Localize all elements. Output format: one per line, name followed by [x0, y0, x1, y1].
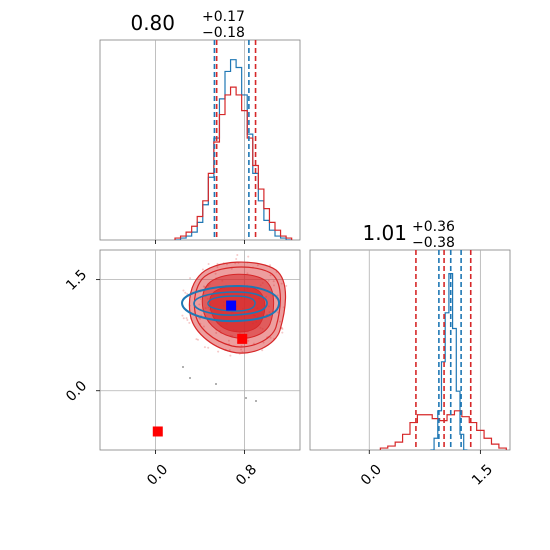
- scatter-point: [188, 321, 191, 324]
- scatter-point: [267, 279, 270, 282]
- title-value: 0.80: [130, 11, 175, 35]
- scatter-point: [227, 339, 230, 342]
- scatter-point: [230, 267, 233, 270]
- scatter-point: [207, 346, 210, 349]
- blue-contour-inner: [207, 295, 256, 312]
- scatter-point: [189, 277, 192, 280]
- x-tick-label: 0.0: [144, 462, 171, 489]
- red-contour-mid-line: [193, 266, 281, 348]
- y-tick-label: 0.0: [63, 378, 90, 405]
- scatter-point: [276, 311, 279, 314]
- scatter-point: [215, 383, 217, 385]
- scatter-point: [240, 348, 243, 351]
- panel-title: 1.01: [362, 221, 407, 245]
- scatter-point: [197, 338, 200, 341]
- scatter-point: [278, 320, 281, 323]
- scatter-point: [186, 318, 189, 321]
- scatter-point: [247, 255, 250, 258]
- scatter-point: [203, 346, 206, 349]
- title-plus: +0.36: [412, 219, 455, 235]
- scatter-point: [199, 317, 202, 320]
- scatter-point: [189, 377, 191, 379]
- truth-marker: [226, 300, 237, 311]
- scatter-point: [262, 341, 265, 344]
- truth-marker: [152, 426, 163, 437]
- scatter-point: [269, 336, 272, 339]
- scatter-point: [285, 284, 288, 287]
- x-tick-label: 0.0: [358, 462, 385, 489]
- histogram-series-0: [175, 59, 292, 240]
- scatter-point: [261, 349, 264, 352]
- histogram-series-1: [379, 410, 507, 450]
- panel-bottom-right-histogram: 0.0 1.5 1.01 +0.36 −0.38: [309, 219, 511, 489]
- scatter-point: [182, 289, 185, 292]
- scatter-point: [272, 284, 275, 287]
- scatter-point: [234, 262, 237, 265]
- blue-contour-mid: [193, 291, 268, 316]
- scatter-point: [255, 400, 257, 402]
- scatter-point: [202, 325, 205, 328]
- truth-marker: [237, 333, 248, 344]
- y-tick-label: 1.5: [63, 267, 90, 294]
- scatter-point: [276, 294, 279, 297]
- axes-frame: [309, 249, 511, 451]
- panel-top-left-histogram: 0.80 +0.17 −0.18: [99, 9, 301, 244]
- title-value: 1.01: [362, 221, 407, 245]
- scatter-point: [225, 263, 228, 266]
- axes-frame: [99, 39, 301, 241]
- scatter-point: [216, 266, 219, 269]
- scatter-point: [247, 339, 250, 342]
- title-plus: +0.17: [202, 9, 245, 25]
- scatter-point: [256, 264, 259, 267]
- histogram-series-0: [430, 273, 468, 450]
- scatter-point: [245, 397, 247, 399]
- scatter-point: [182, 317, 185, 320]
- scatter-point: [199, 298, 202, 301]
- scatter-point: [241, 351, 244, 354]
- scatter-point: [281, 328, 284, 331]
- scatter-point: [217, 350, 220, 353]
- x-tick-label: 0.8: [233, 462, 260, 489]
- blue-contour-outer: [180, 284, 280, 323]
- panel-bottom-left-contour: 0.0 0.8 0.0 1.5: [63, 249, 301, 489]
- scatter-point: [246, 272, 249, 275]
- scatter-point: [181, 314, 184, 317]
- scatter-point: [228, 349, 231, 352]
- scatter-point: [235, 258, 238, 261]
- scatter-point: [202, 285, 205, 288]
- histogram-series-1: [174, 86, 293, 240]
- scatter-point: [201, 268, 204, 271]
- panel-title: 0.80: [130, 11, 175, 35]
- scatter-point: [280, 282, 283, 285]
- title-minus: −0.38: [412, 235, 455, 251]
- scatter-point: [182, 366, 184, 368]
- scatter-point: [214, 272, 217, 275]
- scatter-point: [184, 291, 187, 294]
- scatter-point: [281, 331, 284, 334]
- title-minus: −0.18: [202, 25, 245, 41]
- scatter-point: [207, 263, 210, 266]
- scatter-point: [269, 264, 272, 267]
- scatter-point: [185, 317, 188, 320]
- scatter-point: [236, 254, 239, 257]
- scatter-point: [215, 331, 218, 334]
- x-tick-label: 1.5: [469, 462, 496, 489]
- scatter-point: [229, 354, 232, 357]
- scatter-point: [269, 274, 272, 277]
- scatter-point: [272, 280, 275, 283]
- scatter-point: [195, 338, 198, 341]
- scatter-point: [198, 303, 201, 306]
